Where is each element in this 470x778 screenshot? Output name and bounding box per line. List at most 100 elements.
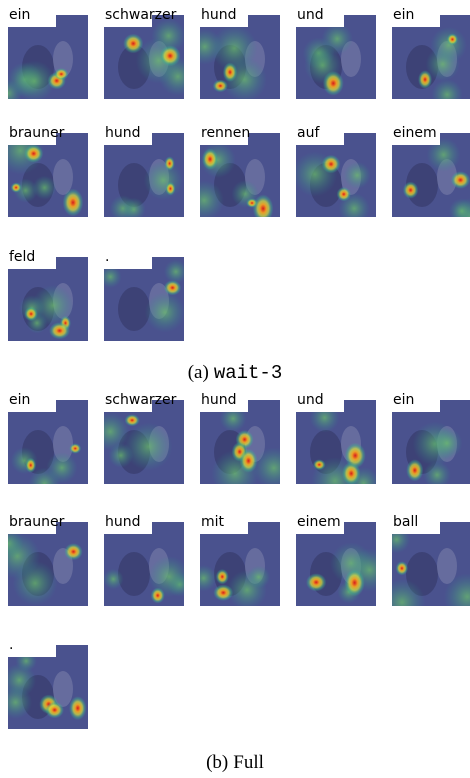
glow [32,175,57,200]
glow [392,578,426,606]
attention-spot [24,306,38,322]
glow [343,161,371,189]
attention-spot [64,543,83,561]
attention-spot [395,561,409,576]
dog-shape [437,548,457,584]
word-label: hund [201,392,237,408]
caption-method: wait-3 [214,362,282,384]
glow [46,452,78,484]
heatmap [8,645,88,729]
attention-spot [123,33,144,54]
attention-map [8,133,88,217]
glow [148,556,184,598]
attention-spot [213,584,234,601]
heatmap [8,400,88,484]
attention-spot [322,70,344,96]
attention-map [104,400,184,484]
word-label: einem [393,125,437,141]
word-label: schwarzer [105,392,177,408]
attention-map [200,15,280,99]
glow [122,197,146,217]
word-label: rennen [201,125,250,141]
heatmap [8,133,88,217]
glow [8,685,33,719]
attention-spot [450,171,470,189]
word-label: hund [105,125,141,141]
glow [143,160,183,200]
attention-spot [69,443,82,454]
attention-map [8,257,88,341]
word-label: mit [201,514,225,530]
attention-map [392,15,470,99]
glow [104,265,122,288]
attention-map [104,15,184,99]
word-label: einem [297,514,341,530]
attention-spot [402,181,419,199]
glow [253,447,280,484]
glow [104,568,124,590]
attention-spot [321,154,341,174]
heatmap [104,257,184,341]
attention-spot [406,459,424,482]
attention-spot [306,573,327,592]
attention-spot [45,701,64,719]
glow [431,79,463,99]
glow [430,26,467,64]
glow [15,650,37,672]
heatmap [392,133,470,217]
heatmap [392,15,470,99]
attention-map [200,133,280,217]
attention-map [8,522,88,606]
glow [200,180,224,217]
glow [200,565,217,592]
glow [104,412,130,451]
word-label: . [105,249,109,265]
attention-spot [69,696,87,721]
glow [8,533,41,580]
heatmap [392,522,470,606]
attention-spot [344,569,365,597]
attention-spot [336,187,351,202]
heatmap [296,15,376,99]
word-label: auf [297,125,320,141]
attention-map [104,133,184,217]
heatmap [200,400,280,484]
heatmap [104,522,184,606]
glow [431,427,463,459]
glow [144,292,184,333]
glow [448,198,470,217]
word-label: hund [201,7,237,23]
attention-map [8,645,88,729]
caption: (a) wait-3 [188,362,283,384]
glow [8,527,24,560]
attention-spot [163,280,182,296]
heatmap [296,400,376,484]
attention-map [104,522,184,606]
attention-spot [418,70,433,89]
attention-map [200,400,280,484]
caption-tag: (a) [188,362,209,383]
word-label: ein [9,7,30,23]
attention-spot [25,457,37,473]
attention-spot [10,182,22,193]
word-label: und [297,7,324,23]
attention-map [392,400,470,484]
dog-shape [53,159,73,195]
dog-shape [53,41,73,77]
word-label: ball [393,514,418,530]
heatmap [8,257,88,341]
attention-spot [49,322,71,340]
attention-map [296,15,376,99]
word-label: brauner [9,125,65,141]
heatmap [104,400,184,484]
heatmap [104,15,184,99]
glow [247,565,271,589]
heatmap [296,522,376,606]
glow [200,28,223,65]
glow [443,573,470,606]
word-label: ein [9,392,30,408]
heatmap [392,400,470,484]
dog-shape [53,671,73,707]
word-label: und [297,392,324,408]
